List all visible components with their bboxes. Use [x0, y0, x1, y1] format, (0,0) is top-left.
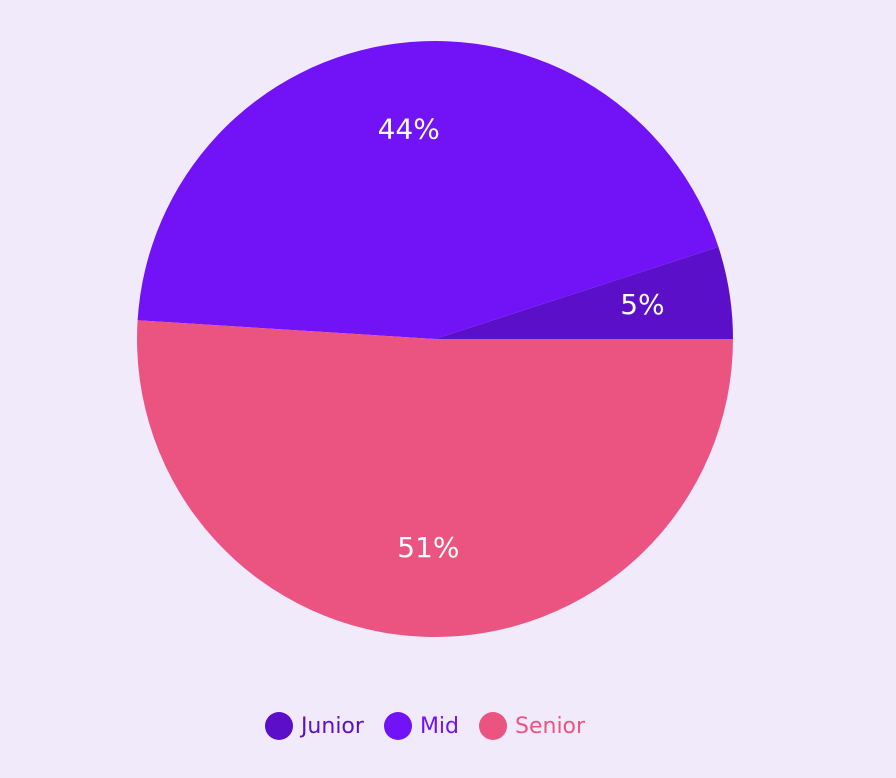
slice-label-senior: 51% — [397, 531, 459, 564]
pie-chart-plot: 5% 44% 51% — [137, 40, 733, 637]
pie-slice-senior[interactable] — [137, 320, 733, 637]
legend-item-mid[interactable]: Mid — [383, 712, 459, 740]
slice-label-junior: 5% — [620, 288, 664, 321]
legend-label-junior: Junior — [300, 713, 364, 739]
legend-item-senior[interactable]: Senior — [479, 712, 585, 740]
pie-slices — [137, 40, 733, 637]
legend-item-junior[interactable]: Junior — [264, 712, 364, 740]
legend-label-mid: Mid — [419, 713, 459, 739]
legend-swatch-senior — [479, 712, 507, 740]
legend-label-senior: Senior — [515, 713, 586, 739]
pie-slice-junior[interactable] — [435, 246, 733, 339]
pie-slice-mid[interactable] — [137, 40, 719, 340]
legend-swatch-mid — [383, 712, 412, 740]
slice-label-mid: 44% — [378, 113, 440, 146]
legend-swatch-junior — [264, 712, 293, 740]
legend: Junior Mid Senior — [0, 712, 850, 740]
pie-slice-labels: 5% 44% 51% — [378, 113, 665, 564]
